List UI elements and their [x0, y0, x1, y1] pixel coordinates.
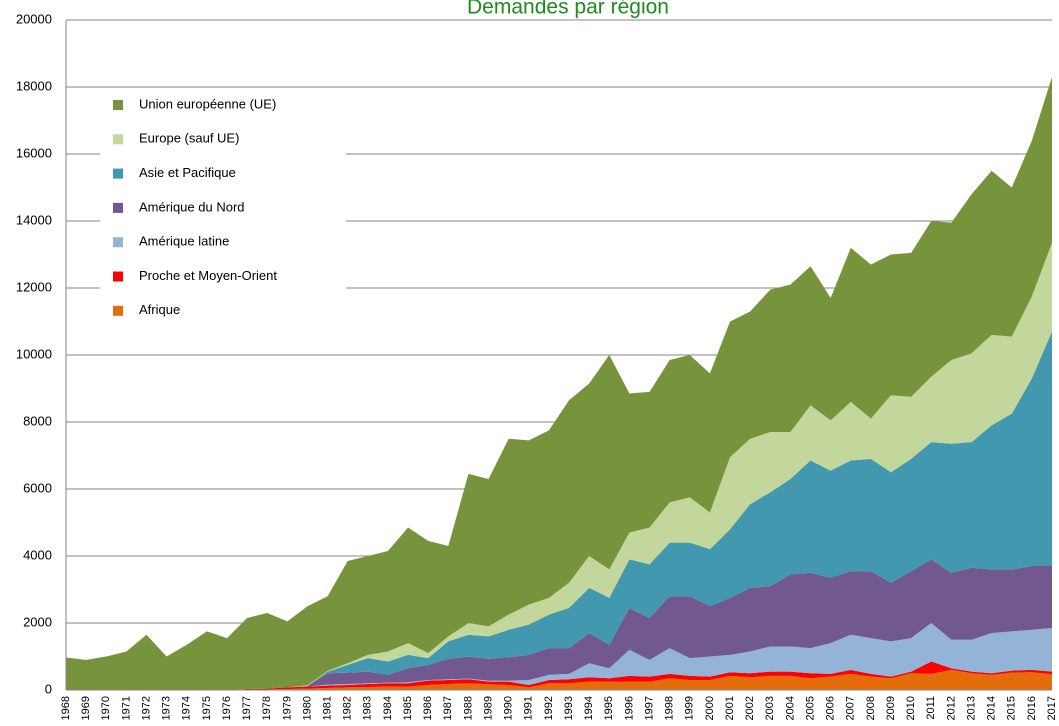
- y-tick-label: 0: [45, 681, 52, 696]
- area: [66, 623, 1052, 690]
- y-tick-label: 16000: [16, 145, 52, 160]
- legend-marker: [113, 100, 123, 110]
- legend-label: Afrique: [139, 302, 180, 317]
- area: [66, 669, 1052, 690]
- y-tick-label: 4000: [23, 547, 52, 562]
- x-tick-label: 1969: [80, 696, 92, 720]
- x-tick-label: 1992: [543, 696, 555, 720]
- x-tick-label: 2000: [704, 696, 716, 720]
- x-tick-label: 1997: [643, 696, 655, 720]
- y-tick-label: 14000: [16, 212, 52, 227]
- x-tick-label: 1968: [60, 696, 72, 720]
- legend-marker: [113, 271, 123, 282]
- x-tick-label: 1995: [603, 696, 615, 720]
- x-tick-label: 1985: [402, 696, 414, 720]
- x-tick-label: 1988: [462, 696, 474, 720]
- x-tick-label: 1984: [382, 696, 394, 720]
- x-tick-label: 2007: [845, 696, 857, 720]
- x-tick-label: 2012: [945, 696, 957, 720]
- x-tick-label: 1986: [422, 696, 434, 720]
- x-tick-label: 1983: [362, 696, 374, 720]
- y-tick-label: 2000: [23, 614, 52, 629]
- legend-marker: [113, 202, 123, 213]
- legend-label: Asie et Pacifique: [139, 165, 236, 180]
- x-tick-label: 1974: [181, 696, 193, 720]
- x-tick-label: 1998: [664, 696, 676, 720]
- x-tick-label: 1977: [241, 696, 253, 720]
- x-tick-label: 2014: [986, 696, 998, 720]
- chart-title: Demandes par région: [467, 0, 669, 19]
- x-tick-label: 1970: [100, 696, 112, 720]
- legend-marker: [113, 237, 123, 248]
- y-tick-label: 8000: [23, 413, 52, 428]
- x-tick-label: 2004: [784, 696, 796, 720]
- x-tick-label: 1989: [482, 696, 494, 720]
- x-tick-label: 1982: [342, 696, 354, 720]
- legend-marker: [113, 168, 123, 179]
- x-tick-label: 1971: [120, 696, 132, 720]
- x-tick-label: 2010: [905, 696, 917, 720]
- x-tick-label: 1976: [221, 696, 233, 720]
- area: [66, 76, 1052, 690]
- x-tick-label: 2011: [925, 696, 937, 720]
- legend-label: Union européenne (UE): [139, 96, 276, 111]
- y-tick-label: 12000: [16, 279, 52, 294]
- area: [66, 242, 1052, 690]
- x-tick-label: 2016: [1026, 696, 1038, 720]
- y-tick-label: 20000: [16, 11, 52, 26]
- legend: Union européenne (UE) Europe (sauf UE) Asi…: [100, 88, 346, 326]
- x-tick-label: 1978: [261, 696, 273, 720]
- legend-label: Europe (sauf UE): [139, 131, 239, 146]
- legend-label: Proche et Moyen-Orient: [139, 268, 277, 283]
- legend-box: [100, 88, 346, 326]
- x-tick-label: 2008: [865, 696, 877, 720]
- x-tick-label: 2015: [1006, 696, 1018, 720]
- area: [66, 559, 1052, 690]
- x-tick-label: 2002: [744, 696, 756, 720]
- x-tick-label: 2013: [965, 696, 977, 720]
- area: [66, 331, 1052, 690]
- x-tick-label: 1981: [321, 696, 333, 720]
- x-tick-label: 2005: [804, 696, 816, 720]
- y-tick-label: 6000: [23, 480, 52, 495]
- x-tick-label: 1996: [623, 696, 635, 720]
- x-tick-label: 1993: [563, 696, 575, 720]
- x-tick-label: 1991: [523, 696, 535, 720]
- legend-marker: [113, 305, 123, 316]
- legend-label: Amérique du Nord: [139, 199, 245, 214]
- x-tick-label: 2017: [1046, 696, 1058, 720]
- x-tick-label: 1980: [301, 696, 313, 720]
- y-tick-label: 18000: [16, 78, 52, 93]
- x-tick-label: 1973: [161, 696, 173, 720]
- x-tick-label: 1999: [684, 696, 696, 720]
- x-tick-label: 2006: [825, 696, 837, 720]
- y-tick-label: 10000: [16, 346, 52, 361]
- x-tick-label: 2001: [724, 696, 736, 720]
- legend-label: Amérique latine: [139, 234, 229, 249]
- x-tick-label: 1994: [583, 696, 595, 720]
- x-tick-label: 1979: [281, 696, 293, 720]
- x-tick-label: 2003: [764, 696, 776, 720]
- x-tick-label: 1987: [442, 696, 454, 720]
- x-tick-label: 1972: [140, 696, 152, 720]
- x-tick-label: 1990: [503, 696, 515, 720]
- legend-marker: [113, 134, 123, 145]
- x-tick-label: 2009: [885, 696, 897, 720]
- x-tick-label: 1975: [201, 696, 213, 720]
